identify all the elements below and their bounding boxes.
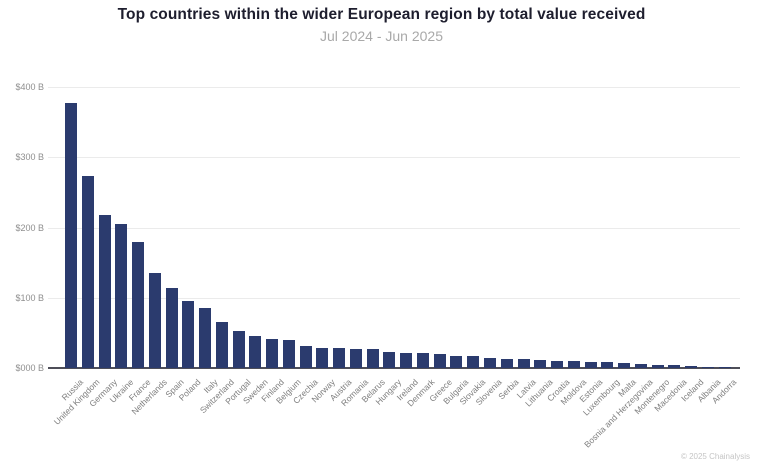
- bar-united-kingdom: [81, 175, 94, 368]
- bar-romania: [349, 348, 362, 368]
- bar-germany: [98, 214, 111, 368]
- bar-lithuania: [534, 360, 547, 368]
- bar-greece: [433, 353, 446, 368]
- bar-france: [132, 242, 145, 368]
- gridline-100: [48, 297, 740, 299]
- bar-moldova: [567, 361, 580, 368]
- bar-denmark: [416, 352, 429, 368]
- bar-serbia: [500, 358, 513, 368]
- bar-iceland: [685, 366, 698, 368]
- bar-slovakia: [467, 356, 480, 368]
- bar-estonia: [584, 361, 597, 368]
- bar-slovenia: [484, 357, 496, 368]
- bar-portugal: [232, 331, 245, 368]
- copyright-text: © 2025 Chainalysis: [680, 452, 750, 461]
- chart-title: Top countries within the wider European …: [117, 6, 646, 23]
- bar-montenegro: [651, 364, 664, 368]
- y-axis-tick-label: $200 B: [15, 222, 44, 233]
- bar-switzerland: [215, 321, 228, 368]
- y-axis-tick-label: $300 B: [15, 152, 44, 163]
- bar-ukraine: [115, 224, 128, 368]
- y-axis-tick-label: $400 B: [15, 82, 44, 93]
- bar-luxembourg: [601, 362, 614, 368]
- bar-belarus: [366, 349, 379, 368]
- gridline-200: [48, 227, 740, 229]
- bar-austria: [333, 348, 346, 368]
- bar-bulgaria: [450, 355, 463, 368]
- gridline-300: [48, 157, 740, 159]
- bar-belgium: [282, 339, 295, 368]
- bar-latvia: [517, 358, 530, 368]
- bar-poland: [182, 300, 195, 368]
- bar-norway: [316, 347, 329, 368]
- bar-andorra: [718, 367, 731, 368]
- bar-croatia: [551, 360, 564, 368]
- bar-netherlands: [148, 272, 161, 368]
- chart-subtitle: Jul 2024 - Jun 2025: [320, 28, 443, 44]
- bar-bosnia-and-herzegovina: [634, 363, 647, 368]
- bar-czechia: [299, 345, 312, 368]
- y-axis-tick-label: $000 B: [15, 363, 44, 373]
- bar-ireland: [400, 352, 413, 368]
- bar-malta: [618, 363, 631, 368]
- y-axis-tick-label: $100 B: [15, 292, 44, 303]
- bar-sweden: [249, 335, 262, 368]
- bar-hungary: [383, 352, 396, 368]
- bar-finland: [266, 338, 279, 368]
- bar-russia: [65, 103, 77, 368]
- x-axis-line: [48, 367, 740, 369]
- gridline-400: [48, 87, 740, 89]
- bar-macedonia: [668, 365, 681, 368]
- bar-italy: [199, 307, 212, 368]
- bar-albania: [701, 366, 714, 368]
- bar-spain: [165, 287, 178, 368]
